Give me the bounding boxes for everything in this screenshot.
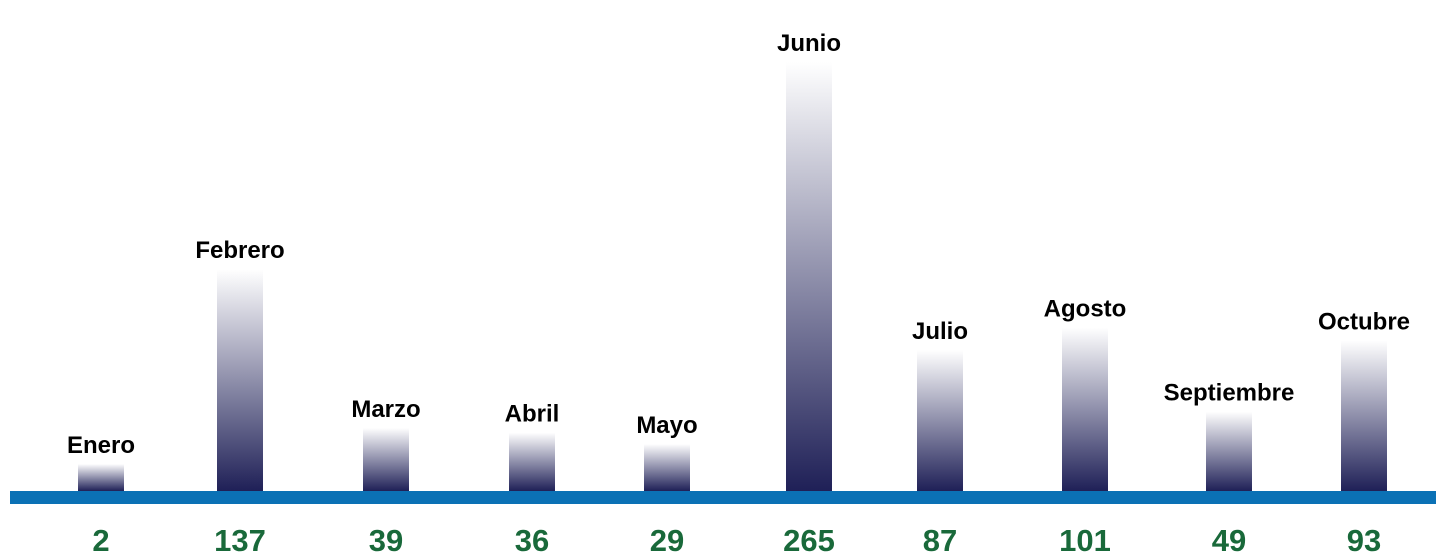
bar-julio: [917, 350, 963, 491]
value-label: 36: [515, 523, 549, 555]
labels-layer: Enero 2 Febrero 137 Marzo 39 Abril 36 Mayo 29 Juni…: [67, 30, 1410, 558]
value-label: 137: [214, 523, 266, 555]
category-label: Mayo: [636, 412, 697, 439]
value-label: 93: [1347, 523, 1381, 555]
category-label: Julio: [912, 318, 968, 345]
value-label: 87: [923, 523, 957, 555]
category-label: Octubre: [1318, 308, 1410, 335]
category-label: Enero: [67, 432, 135, 459]
bar-abril: [509, 432, 555, 491]
x-axis-baseline: [10, 491, 1436, 504]
value-label: 101: [1059, 523, 1111, 555]
bar-junio: [786, 62, 832, 491]
category-label: Septiembre: [1164, 380, 1295, 407]
bar-septiembre: [1206, 411, 1252, 491]
value-label: 29: [650, 523, 684, 555]
bars-layer: [78, 62, 1387, 491]
category-label: Febrero: [195, 237, 284, 264]
bar-agosto: [1062, 327, 1108, 491]
bar-febrero: [217, 269, 263, 491]
category-label: Marzo: [351, 396, 420, 423]
category-label: Agosto: [1044, 295, 1127, 322]
value-label: 49: [1212, 523, 1246, 555]
value-label: 39: [369, 523, 403, 555]
bar-enero: [78, 464, 124, 491]
bar-octubre: [1341, 340, 1387, 491]
category-label: Junio: [777, 30, 841, 57]
bar-mayo: [644, 444, 690, 491]
category-label: Abril: [505, 401, 560, 428]
value-label: 2: [92, 523, 109, 555]
bar-marzo: [363, 427, 409, 491]
value-label: 265: [783, 523, 835, 555]
